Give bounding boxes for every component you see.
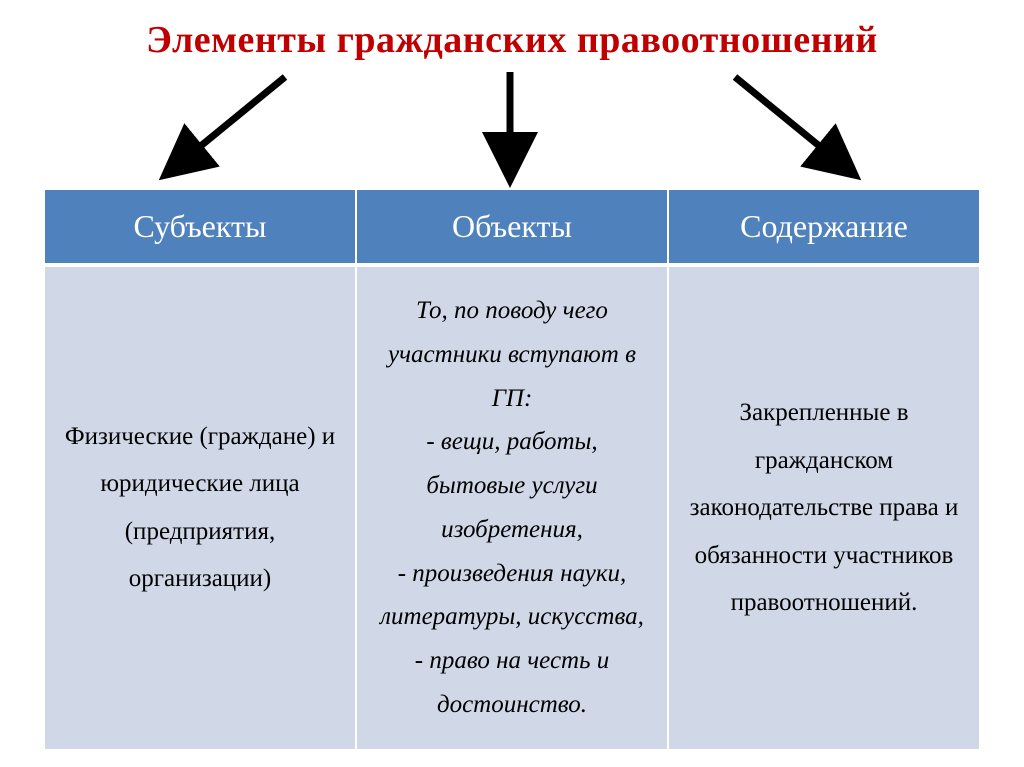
arrow-middle-icon — [480, 57, 540, 197]
arrow-right-icon — [695, 57, 875, 197]
header-subjects: Субъекты — [44, 189, 356, 265]
arrows-container — [0, 62, 1024, 187]
header-objects: Объекты — [356, 189, 668, 265]
elements-table: Субъекты Объекты Содержание Физические (… — [42, 187, 982, 752]
arrow-left-icon — [145, 57, 325, 197]
header-content: Содержание — [668, 189, 980, 265]
cell-content: Закрепленные в гражданском законодательс… — [668, 265, 980, 750]
cell-subjects: Физические (граждане) и юридические лица… — [44, 265, 356, 750]
cell-objects: То, по поводу чего участники вступают в … — [356, 265, 668, 750]
table-header-row: Субъекты Объекты Содержание — [44, 189, 980, 265]
diagram-title: Элементы гражданских правоотношений — [0, 0, 1024, 62]
table-row: Физические (граждане) и юридические лица… — [44, 265, 980, 750]
